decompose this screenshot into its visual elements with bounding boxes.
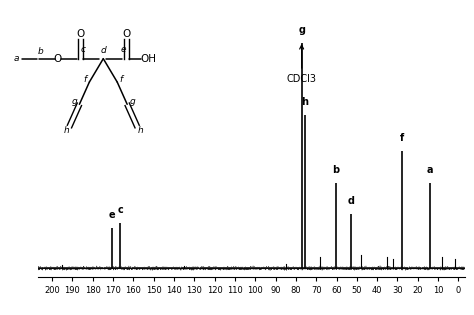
Text: f: f	[84, 75, 87, 84]
Text: d: d	[347, 196, 354, 206]
Text: CDCl3: CDCl3	[287, 45, 317, 84]
Text: O: O	[54, 54, 62, 64]
Text: d: d	[100, 46, 106, 55]
Text: b: b	[332, 165, 339, 175]
Text: b: b	[38, 47, 44, 56]
Text: e: e	[109, 210, 115, 220]
Text: O: O	[76, 29, 84, 39]
Text: a: a	[14, 54, 19, 63]
Text: OH: OH	[140, 54, 156, 64]
Text: g: g	[72, 97, 77, 106]
Text: f: f	[400, 133, 404, 143]
Text: f: f	[119, 75, 123, 84]
Text: g: g	[129, 97, 135, 106]
Text: h: h	[301, 97, 309, 107]
Text: g: g	[299, 25, 306, 35]
Text: e: e	[120, 45, 126, 54]
Text: c: c	[81, 45, 86, 54]
Text: h: h	[137, 126, 143, 135]
Text: h: h	[64, 126, 69, 135]
Text: a: a	[427, 165, 433, 175]
Text: O: O	[122, 29, 130, 39]
Text: c: c	[118, 205, 123, 215]
